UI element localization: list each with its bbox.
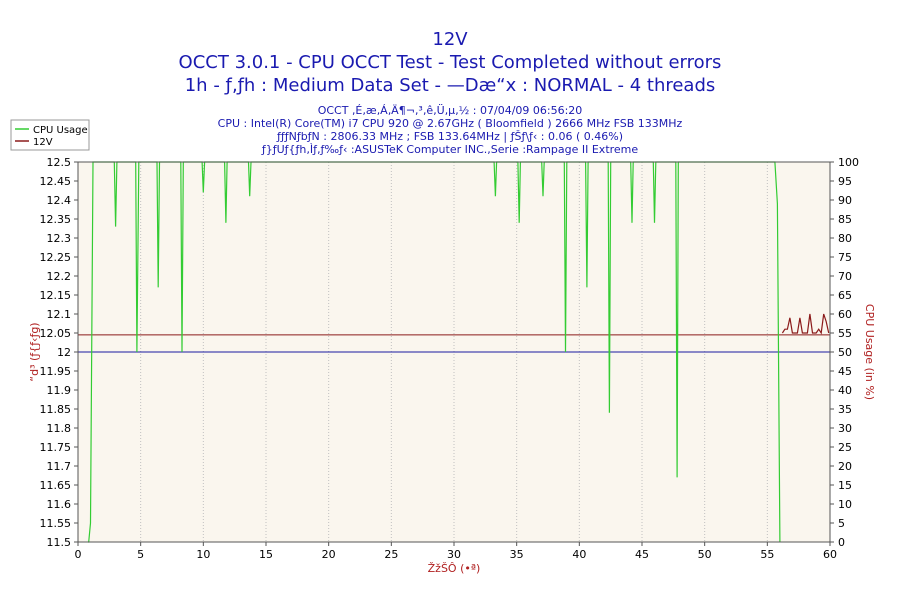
y-right-tick-label-9: 45 [838, 365, 852, 378]
y-left-tick-label-9: 11.95 [40, 365, 72, 378]
y-right-tick-label-3: 15 [838, 479, 852, 492]
legend-box [10, 119, 90, 151]
y-right-tick-label-2: 10 [838, 498, 852, 511]
y-axis-left-ticks: 11.5 11.55 11.6 11.65 11.7 11.75 11.8 11.85 11.9… [40, 156, 78, 549]
y-right-tick-label-12: 60 [838, 308, 852, 321]
y-left-tick-label-15: 12.25 [40, 251, 72, 264]
y-right-tick-label-0: 0 [838, 536, 845, 549]
y-left-tick-label-4: 11.7 [47, 460, 72, 473]
y-left-tick-label-7: 11.85 [40, 403, 72, 416]
y-left-tick-label-12: 12.1 [47, 308, 72, 321]
y-right-tick-label-20: 100 [838, 156, 859, 169]
x-axis-label: ŽžŠÔ (•ª) [428, 562, 481, 575]
info-line-4: ƒ}ƒUƒ{ƒh‚Ìƒ‚ƒ‰ƒ‹ :ASUSTeK Computer INC.,… [261, 143, 639, 156]
y-right-tick-label-7: 35 [838, 403, 852, 416]
y-right-tick-label-14: 70 [838, 270, 852, 283]
x-tick-label-11: 55 [760, 548, 774, 561]
y-left-tick-label-20: 12.5 [47, 156, 72, 169]
y-right-tick-label-11: 55 [838, 327, 852, 340]
y-axis-left-label: “d³ (ƒ{ƒ‹ƒg) [28, 322, 41, 381]
x-tick-label-0: 0 [75, 548, 82, 561]
x-tick-label-3: 15 [259, 548, 273, 561]
y-left-tick-label-18: 12.4 [47, 194, 72, 207]
y-left-tick-label-1: 11.55 [40, 517, 72, 530]
x-tick-label-5: 25 [384, 548, 398, 561]
title-line-2: OCCT 3.0.1 - CPU OCCT Test - Test Comple… [179, 52, 722, 73]
y-left-tick-label-11: 12.05 [40, 327, 72, 340]
x-tick-label-10: 50 [698, 548, 712, 561]
y-right-tick-label-8: 40 [838, 384, 852, 397]
info-line-2: CPU : Intel(R) Core(TM) i7 CPU 920 @ 2.6… [218, 117, 683, 130]
y-right-tick-label-17: 85 [838, 213, 852, 226]
x-axis-ticks: 0 5 10 15 20 25 30 35 40 45 50 55 60 [75, 542, 837, 561]
y-right-tick-label-1: 5 [838, 517, 845, 530]
title-line-3: 1h - ƒ‚ƒh : Medium Data Set - —Dæ“x : NO… [185, 75, 716, 96]
y-axis-right-ticks: 0 5 10 15 20 25 30 35 40 45 50 55 60 65 70 75 80 85 90 95 10… [830, 156, 859, 549]
y-right-tick-label-4: 20 [838, 460, 852, 473]
series-line-2 [781, 313, 830, 335]
chart-info-lines: OCCT ‚É‚æ‚Á‚Ä¶¬‚³‚ê‚Ü‚µ‚½ : 07/04/09 06:… [218, 104, 683, 156]
y-left-tick-label-14: 12.2 [47, 270, 72, 283]
legend-entry-2: 12V [33, 137, 53, 148]
x-tick-label-12: 60 [823, 548, 837, 561]
y-right-tick-label-13: 65 [838, 289, 852, 302]
y-right-tick-label-18: 90 [838, 194, 852, 207]
y-right-tick-label-10: 50 [838, 346, 852, 359]
y-right-tick-label-16: 80 [838, 232, 852, 245]
y-right-tick-label-5: 25 [838, 441, 852, 454]
y-right-tick-label-6: 30 [838, 422, 852, 435]
y-left-tick-label-5: 11.75 [40, 441, 72, 454]
x-tick-label-2: 10 [196, 548, 210, 561]
y-axis-right-label: CPU Usage (in %) [863, 304, 876, 400]
y-right-tick-label-15: 75 [838, 251, 852, 264]
y-left-tick-label-2: 11.6 [47, 498, 72, 511]
x-tick-label-7: 35 [510, 548, 524, 561]
info-line-3: ƒƒƒNƒbƒN : 2806.33 MHz ; FSB 133.64MHz |… [276, 130, 623, 143]
y-left-tick-label-6: 11.8 [47, 422, 72, 435]
x-tick-label-9: 45 [635, 548, 649, 561]
info-line-1: OCCT ‚É‚æ‚Á‚Ä¶¬‚³‚ê‚Ü‚µ‚½ : 07/04/09 06:… [318, 104, 583, 117]
x-tick-label-6: 30 [447, 548, 461, 561]
x-tick-label-4: 20 [322, 548, 336, 561]
y-left-tick-label-17: 12.35 [40, 213, 72, 226]
y-left-tick-label-8: 11.9 [47, 384, 72, 397]
y-right-tick-label-19: 95 [838, 175, 852, 188]
y-left-tick-label-10: 12 [57, 346, 71, 359]
y-left-tick-label-13: 12.15 [40, 289, 72, 302]
reference-lines [78, 334, 830, 353]
x-tick-label-1: 5 [137, 548, 144, 561]
y-left-tick-label-3: 11.65 [40, 479, 72, 492]
y-left-tick-label-16: 12.3 [47, 232, 72, 245]
legend-entry-1: CPU Usage [33, 125, 88, 136]
title-line-1: 12V [432, 29, 468, 50]
y-left-tick-label-0: 11.5 [47, 536, 72, 549]
y-left-tick-label-19: 12.45 [40, 175, 72, 188]
x-tick-label-8: 40 [572, 548, 586, 561]
